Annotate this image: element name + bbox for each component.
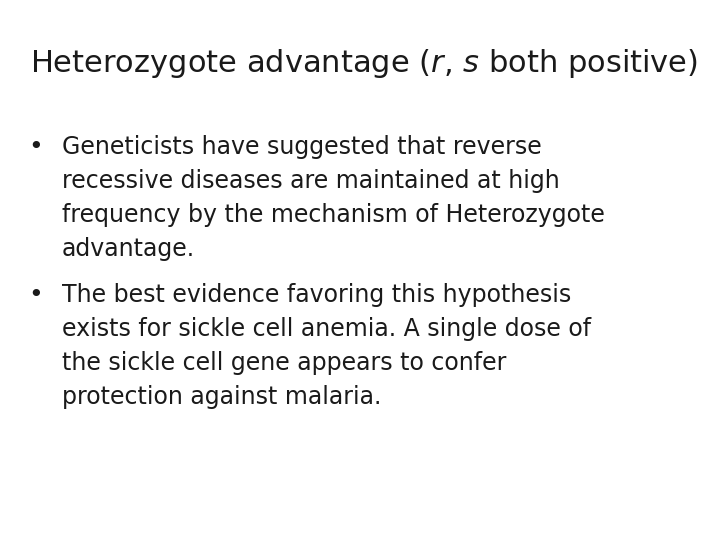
Text: advantage.: advantage. (62, 237, 195, 261)
Text: frequency by the mechanism of Heterozygote: frequency by the mechanism of Heterozygo… (62, 203, 605, 227)
Text: •: • (28, 135, 42, 159)
Text: the sickle cell gene appears to confer: the sickle cell gene appears to confer (62, 351, 506, 375)
Text: •: • (28, 283, 42, 307)
Text: exists for sickle cell anemia. A single dose of: exists for sickle cell anemia. A single … (62, 317, 591, 341)
Text: protection against malaria.: protection against malaria. (62, 385, 382, 409)
Text: Geneticists have suggested that reverse: Geneticists have suggested that reverse (62, 135, 541, 159)
Text: Heterozygote advantage ($r$, $s$ both positive): Heterozygote advantage ($r$, $s$ both po… (30, 47, 698, 80)
Text: The best evidence favoring this hypothesis: The best evidence favoring this hypothes… (62, 283, 571, 307)
Text: recessive diseases are maintained at high: recessive diseases are maintained at hig… (62, 169, 559, 193)
